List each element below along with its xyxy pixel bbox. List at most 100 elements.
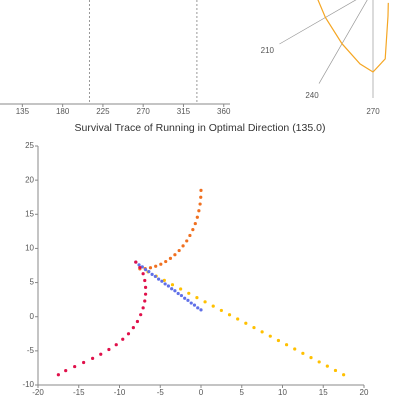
point (143, 278, 147, 283)
point (195, 215, 199, 219)
x-tick-label: 225 (96, 107, 110, 116)
point (160, 279, 164, 283)
point (143, 292, 148, 296)
point (219, 308, 223, 313)
point (135, 319, 140, 324)
point (177, 248, 181, 253)
point (268, 334, 272, 338)
point (260, 330, 264, 334)
point (140, 265, 144, 269)
point (126, 332, 131, 336)
point (162, 278, 166, 282)
point (191, 228, 195, 232)
point (143, 299, 147, 303)
point (143, 267, 148, 272)
point (293, 347, 297, 351)
point (211, 304, 215, 308)
point (107, 347, 111, 352)
y-tick-label: 0 (30, 312, 35, 321)
x-tick-label: 5 (240, 388, 245, 397)
y-tick-label: 10 (25, 244, 34, 253)
y-tick-label: 15 (25, 209, 34, 218)
point (157, 277, 161, 281)
point (276, 338, 281, 343)
point (173, 253, 177, 257)
point (154, 264, 158, 268)
point (153, 274, 157, 279)
point (199, 195, 203, 199)
x-tick-label: 10 (278, 388, 287, 397)
point (193, 221, 197, 226)
point (56, 373, 60, 377)
point (197, 209, 201, 213)
point (301, 351, 305, 355)
point (168, 256, 173, 260)
point (176, 291, 180, 296)
point (143, 285, 148, 289)
point (148, 266, 153, 270)
point (244, 321, 248, 325)
x-tick-label: -15 (73, 388, 85, 397)
theta-label: 240 (305, 91, 319, 100)
point (91, 356, 95, 360)
point (64, 369, 68, 373)
point (333, 368, 338, 373)
point (131, 326, 135, 330)
point (284, 343, 289, 347)
point (73, 364, 77, 369)
x-tick-label: 0 (199, 388, 204, 397)
y-tick-label: -5 (27, 346, 35, 355)
point (187, 291, 191, 295)
point (195, 295, 199, 300)
x-tick-label: -10 (114, 388, 126, 397)
y-tick-label: 5 (30, 278, 35, 287)
polar-line (317, 0, 389, 73)
spoke (279, 0, 357, 45)
y-tick-label: 25 (25, 141, 34, 150)
x-tick-label: 20 (360, 388, 369, 397)
point (166, 284, 170, 288)
theta-label: 270 (366, 107, 380, 116)
x-tick-label: -5 (157, 388, 165, 397)
point (252, 325, 256, 330)
point (173, 289, 177, 293)
point (181, 244, 185, 248)
point (150, 272, 154, 276)
point (186, 298, 190, 302)
point (134, 260, 138, 264)
point (141, 306, 145, 310)
point (137, 263, 141, 267)
point (227, 313, 232, 317)
point (170, 287, 174, 291)
point (309, 356, 313, 360)
x-tick-label: 315 (177, 107, 191, 116)
y-tick-label: -10 (22, 380, 34, 389)
point (183, 296, 187, 300)
point (199, 308, 203, 312)
point (139, 313, 143, 317)
point (163, 282, 167, 286)
point (188, 233, 192, 238)
point (179, 287, 183, 291)
point (192, 303, 197, 307)
point (147, 270, 151, 274)
chart-title: Survival Trace of Running in Optimal Dir… (75, 122, 326, 134)
point (99, 352, 103, 356)
x-tick-label: 135 (16, 107, 30, 116)
x-tick-label: 270 (137, 107, 151, 116)
theta-label: 210 (261, 46, 275, 55)
point (203, 300, 207, 304)
point (164, 259, 168, 264)
x-tick-label: 180 (56, 107, 70, 116)
spoke (318, 0, 368, 84)
point (170, 283, 175, 287)
point (185, 239, 189, 243)
point (236, 317, 240, 321)
point (114, 343, 118, 347)
point (342, 373, 346, 377)
point (198, 202, 202, 206)
point (141, 272, 145, 276)
x-tick-label: -20 (32, 388, 44, 397)
point (196, 306, 200, 310)
